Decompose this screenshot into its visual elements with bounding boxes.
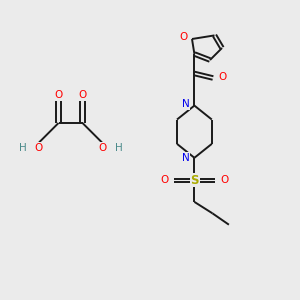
Text: N: N <box>182 153 189 163</box>
Text: H: H <box>19 142 26 153</box>
Text: N: N <box>182 99 189 109</box>
Text: S: S <box>190 174 199 187</box>
Text: O: O <box>160 175 168 185</box>
Text: O: O <box>218 72 227 82</box>
Text: H: H <box>115 142 122 153</box>
Text: O: O <box>78 90 87 100</box>
Text: O: O <box>98 142 107 153</box>
Text: O: O <box>220 175 229 185</box>
Text: O: O <box>179 32 188 43</box>
Text: O: O <box>34 142 43 153</box>
Text: O: O <box>54 90 63 100</box>
